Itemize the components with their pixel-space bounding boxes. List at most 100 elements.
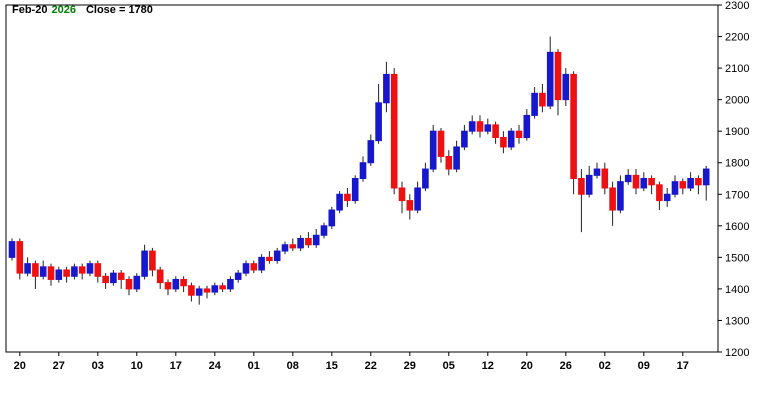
candle-down (656, 184, 663, 202)
candle-up (687, 178, 694, 189)
candle-up (453, 146, 460, 170)
candle-up (297, 237, 304, 249)
candle-down (94, 263, 102, 277)
candle-down (78, 266, 86, 274)
x-axis-label: 20 (521, 360, 533, 372)
candle-up (585, 174, 593, 195)
candle-up (55, 269, 63, 280)
candle-up (468, 121, 476, 132)
candle-down (539, 92, 546, 107)
candle-down (47, 266, 55, 280)
candle-down (180, 278, 187, 287)
candle-up (281, 244, 289, 252)
candle-up (312, 234, 320, 246)
header-year-label: 2026 (51, 4, 76, 16)
candle-up (383, 73, 390, 104)
candle-up (429, 130, 437, 170)
candle-up (172, 278, 180, 290)
candle-up (227, 278, 234, 290)
chart-header: Feb-20 2026 Close = 1780 (12, 4, 153, 16)
candle-up (375, 102, 382, 142)
candle-down (445, 155, 453, 170)
candle-up (328, 209, 336, 227)
candle-up (422, 168, 429, 189)
candle-up (141, 250, 148, 277)
candle-up (258, 256, 265, 271)
candle-down (609, 187, 616, 211)
candle-up (617, 181, 624, 211)
candle-up (320, 225, 328, 236)
candle-down (390, 73, 398, 189)
candle-up (523, 114, 531, 138)
candle-down (344, 193, 351, 202)
candle-down (578, 178, 585, 195)
y-axis-label: 1200 (725, 347, 749, 359)
candle-up (593, 168, 601, 176)
candle-up (211, 285, 219, 293)
candle-up (562, 73, 570, 101)
y-axis-label: 1600 (725, 221, 749, 233)
y-axis-label: 1900 (725, 126, 749, 138)
x-axis-label: 09 (638, 360, 650, 372)
candle-down (554, 51, 562, 101)
candle-down (570, 73, 577, 179)
y-axis-label: 1500 (725, 252, 749, 264)
y-axis-label: 1800 (725, 158, 749, 170)
candle-down (203, 288, 211, 293)
candle-up (8, 241, 16, 258)
header-close-label: Close = 1780 (85, 4, 153, 16)
candle-down (164, 282, 172, 290)
x-axis-label: 01 (248, 360, 260, 372)
candle-up (24, 263, 31, 274)
candle-down (601, 168, 609, 189)
candle-down (63, 269, 70, 277)
x-axis-label: 22 (365, 360, 377, 372)
candle-down (117, 272, 125, 280)
candle-up (39, 266, 47, 277)
x-axis-label: 17 (677, 360, 689, 372)
x-axis-label: 17 (170, 360, 182, 372)
candle-up (507, 130, 515, 148)
candle-up (234, 272, 242, 280)
x-axis-label: 02 (599, 360, 611, 372)
candle-up (484, 124, 492, 132)
candle-up (351, 178, 359, 202)
candle-down (16, 241, 24, 274)
candle-down (102, 275, 109, 284)
y-axis-label: 2300 (725, 0, 749, 12)
candle-up (624, 174, 632, 183)
candle-up (663, 193, 671, 202)
candle-up (71, 266, 78, 277)
y-axis-label: 2200 (725, 32, 749, 44)
x-axis-label: 05 (443, 360, 455, 372)
candle-up (640, 178, 648, 189)
candle-down (266, 256, 273, 262)
candle-up (531, 92, 538, 116)
x-axis-label: 08 (287, 360, 299, 372)
candle-down (515, 130, 523, 138)
candle-up (195, 288, 203, 296)
y-axis-label: 2000 (725, 95, 749, 107)
candle-up (461, 130, 468, 148)
candle-down (188, 285, 195, 296)
candle-down (289, 244, 297, 249)
y-axis-label: 1700 (725, 189, 749, 201)
header-date-label: Feb-20 (12, 4, 48, 16)
candle-down (305, 237, 312, 246)
candle-up (702, 168, 710, 186)
candle-up (359, 162, 367, 180)
y-axis-label: 1400 (725, 284, 749, 296)
y-axis-label: 2100 (725, 63, 749, 75)
candle-down (632, 174, 640, 189)
candle-down (648, 178, 655, 186)
candle-up (671, 181, 679, 195)
x-axis-label: 29 (404, 360, 416, 372)
candle-down (156, 269, 164, 284)
candle-down (500, 136, 507, 148)
candle-up (367, 140, 375, 164)
candle-down (125, 278, 133, 290)
candle-down (32, 263, 39, 277)
x-axis-label: 20 (14, 360, 26, 372)
